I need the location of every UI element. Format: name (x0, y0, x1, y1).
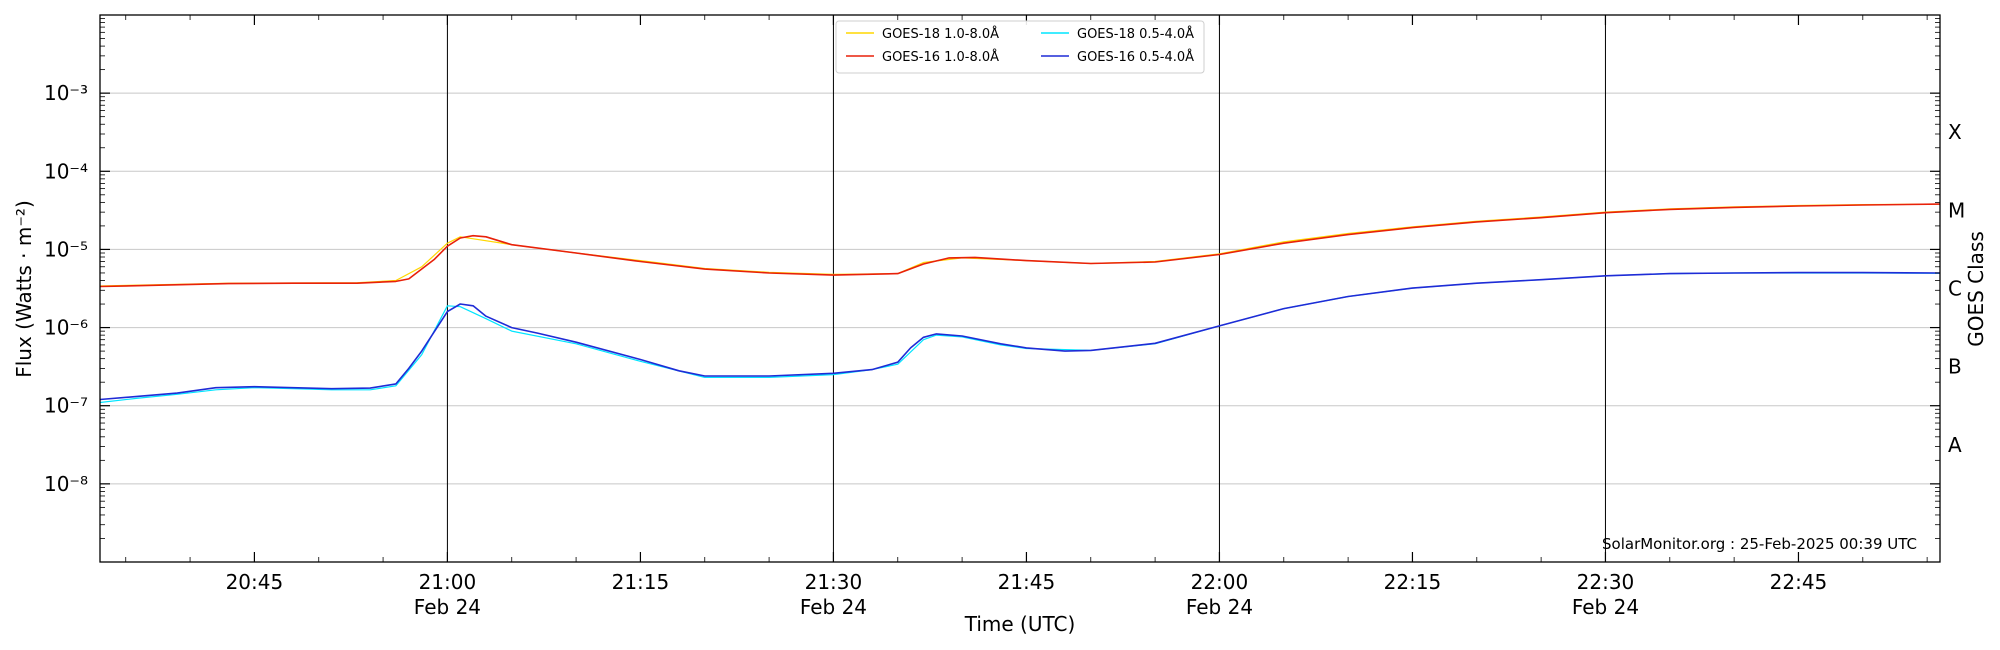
legend-label: GOES-16 1.0-8.0Å (882, 49, 999, 65)
series-layer (99, 203, 1941, 404)
legend-label: GOES-18 0.5-4.0Å (1077, 26, 1194, 42)
series-line-1 (99, 272, 1941, 404)
x-tick-label: 22:15 (1384, 570, 1442, 594)
legend: GOES-18 1.0-8.0Å GOES-18 0.5-4.0Å GOES-16 … (835, 20, 1205, 74)
grid-layer (100, 15, 1940, 562)
x-tick-label: 21:45 (998, 570, 1056, 594)
x-tick-date-label: Feb 24 (414, 595, 481, 619)
plot-frame (99, 14, 1941, 563)
x-tick-label: 22:45 (1770, 570, 1828, 594)
x-axis-title: Time (UTC) (964, 612, 1076, 636)
y-axis-title: Flux (Watts · m⁻²) (12, 200, 36, 378)
goes-class-label-a: A (1948, 433, 1962, 457)
goes-class-label-x: X (1948, 120, 1962, 144)
legend-box (835, 20, 1205, 74)
y-tick-label: 10⁻⁶ (44, 316, 88, 340)
goes-class-label-b: B (1948, 355, 1962, 379)
x-tick-label: 22:00 (1191, 570, 1249, 594)
x-tick-label: 21:00 (419, 570, 477, 594)
source-credit: SolarMonitor.org : 25-Feb-2025 00:39 UTC (1602, 535, 1917, 553)
y-tick-label: 10⁻⁵ (44, 237, 88, 261)
legend-label: GOES-16 0.5-4.0Å (1077, 49, 1194, 65)
series-line-2 (99, 203, 1941, 288)
y-tick-label: 10⁻⁴ (44, 159, 88, 183)
series-line-3 (99, 271, 1941, 401)
legend-label: GOES-18 1.0-8.0Å (882, 26, 999, 42)
x-tick-label: 20:45 (226, 570, 284, 594)
x-tick-label: 21:15 (612, 570, 670, 594)
y-tick-label: 10⁻⁸ (44, 472, 88, 496)
x-tick-date-label: Feb 24 (1186, 595, 1253, 619)
x-tick-label: 21:30 (805, 570, 863, 594)
y-tick-label: 10⁻⁷ (44, 394, 88, 418)
y-tick-label: 10⁻³ (44, 81, 88, 105)
goes-class-label-c: C (1948, 277, 1962, 301)
right-y-axis-title: GOES Class (1964, 231, 1988, 347)
x-tick-date-label: Feb 24 (800, 595, 867, 619)
x-tick-label: 22:30 (1577, 570, 1635, 594)
goes-class-label-m: M (1948, 198, 1965, 222)
x-tick-date-label: Feb 24 (1572, 595, 1639, 619)
